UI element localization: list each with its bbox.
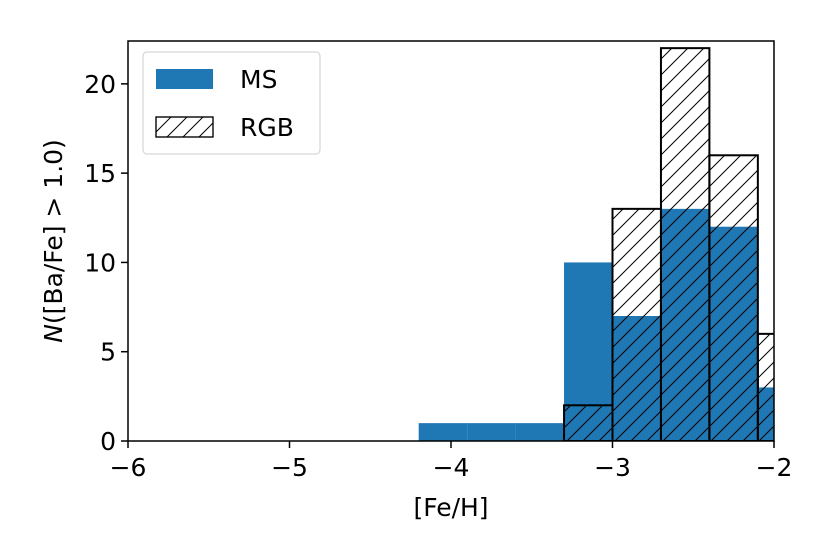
- x-tick-label-3: −3: [594, 453, 631, 482]
- y-tick-label-2: 10: [84, 248, 116, 277]
- y-axis-label-italic: N: [39, 324, 68, 343]
- legend-swatch-ms: [156, 69, 213, 89]
- ms-bar-1: [467, 423, 516, 441]
- ms-bar-0: [418, 423, 468, 441]
- rgb-bar-4: [756, 332, 774, 441]
- legend-swatch-rgb-hatch: [155, 116, 214, 138]
- rgb-bar-2: [659, 47, 711, 441]
- legend-label-ms: MS: [240, 65, 277, 94]
- x-tick-label-4: −2: [756, 453, 793, 482]
- x-axis-label: [Fe/H]: [413, 493, 488, 522]
- rgb-bar-3: [708, 154, 759, 441]
- x-tick-label-0: −6: [110, 453, 147, 482]
- x-axis: −6 −5 −4 −3 −2: [110, 441, 793, 482]
- y-tick-label-4: 20: [84, 70, 116, 99]
- ms-bar-2: [515, 423, 565, 441]
- y-axis-label-rest: ([Ba/Fe] > 1.0): [39, 139, 68, 324]
- rgb-bar-0: [563, 404, 614, 441]
- x-tick-label-2: −4: [433, 453, 470, 482]
- y-tick-label-1: 5: [100, 338, 116, 367]
- legend: MS RGB: [142, 51, 321, 155]
- y-axis-label: N([Ba/Fe] > 1.0): [39, 139, 68, 343]
- x-tick-label-1: −5: [271, 453, 308, 482]
- y-tick-label-3: 15: [84, 159, 116, 188]
- legend-label-rgb: RGB: [240, 113, 294, 142]
- y-tick-label-0: 0: [100, 427, 116, 456]
- y-axis: 0 5 10 15 20: [84, 70, 128, 456]
- rgb-bar-1: [611, 207, 662, 441]
